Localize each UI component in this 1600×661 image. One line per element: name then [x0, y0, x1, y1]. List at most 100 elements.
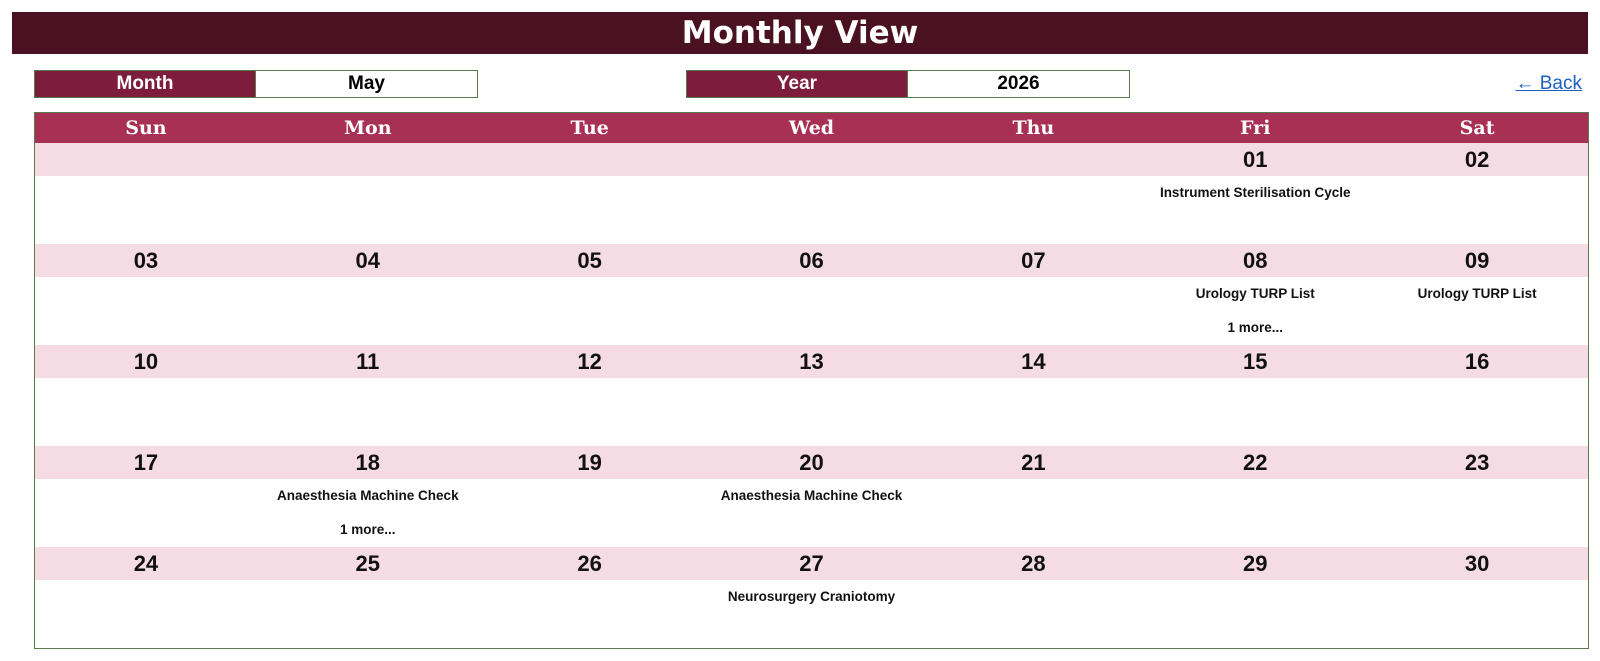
day-number[interactable]: 07: [1021, 248, 1046, 273]
day-events: [1366, 378, 1588, 446]
day-number: [257, 143, 479, 176]
day-events: [257, 580, 479, 648]
day-number[interactable]: 10: [133, 349, 159, 374]
day-number[interactable]: 14: [1021, 349, 1046, 374]
event-item[interactable]: Anaesthesia Machine Check: [720, 488, 903, 503]
weekday-wed: Wed: [788, 117, 835, 139]
event-row: Neurosurgery Craniotomy: [35, 580, 1588, 648]
calendar-grid: Sun Mon Tue Wed Thu Fri Sat 01 02 Instrume…: [34, 112, 1589, 649]
day-number: [35, 143, 257, 176]
day-events: [479, 479, 701, 547]
year-value-field[interactable]: 2026: [908, 70, 1130, 98]
day-events: Anaesthesia Machine Check 1 more...: [257, 479, 479, 547]
date-row: 10 11 12 13 14 15 16: [35, 345, 1588, 378]
day-events: [35, 479, 257, 547]
calendar-week: 10 11 12 13 14 15 16: [35, 345, 1588, 446]
day-number[interactable]: 06: [799, 248, 824, 273]
calendar-week: 24 25 26 27 28 29 30 Neurosurgery Craniotomy: [35, 547, 1588, 648]
day-events: [35, 277, 257, 345]
event-item[interactable]: Instrument Sterilisation Cycle: [1159, 185, 1351, 200]
calendar-week: 03 04 05 06 07 08 09 Urology TURP List 1 more...…: [35, 244, 1588, 345]
day-events: [1144, 479, 1366, 547]
day-number[interactable]: 25: [355, 551, 381, 576]
day-number[interactable]: 24: [133, 551, 159, 576]
back-link[interactable]: ← Back: [1515, 73, 1582, 94]
day-number[interactable]: 19: [577, 450, 602, 475]
day-events: [701, 378, 923, 446]
day-events: Urology TURP List: [1366, 277, 1588, 345]
day-events: [1366, 580, 1588, 648]
month-value-field[interactable]: May: [256, 70, 478, 98]
event-item[interactable]: Anaesthesia Machine Check: [277, 488, 459, 503]
day-number[interactable]: 27: [799, 551, 824, 576]
day-events: Anaesthesia Machine Check: [701, 479, 923, 547]
day-number[interactable]: 11: [356, 349, 380, 374]
day-number[interactable]: 08: [1242, 248, 1268, 273]
event-item[interactable]: Urology TURP List: [1195, 286, 1315, 301]
day-events: [257, 176, 479, 244]
day-events: [479, 277, 701, 345]
calendar-week: 17 18 19 20 21 22 23 Anaesthesia Machine Check 1…: [35, 446, 1588, 547]
day-number[interactable]: 26: [577, 551, 602, 576]
day-number[interactable]: 05: [577, 248, 602, 273]
event-row: [35, 378, 1588, 446]
day-number[interactable]: 21: [1021, 450, 1046, 475]
day-events: [35, 378, 257, 446]
day-number[interactable]: 28: [1021, 551, 1046, 576]
day-number[interactable]: 30: [1464, 551, 1490, 576]
day-number[interactable]: 17: [133, 450, 159, 475]
day-number: [922, 143, 1144, 176]
more-events-link[interactable]: 1 more...: [1227, 320, 1283, 335]
weekday-mon: Mon: [344, 117, 392, 139]
weekday-header: Sun Mon Tue Wed Thu Fri Sat: [35, 113, 1588, 143]
month-selector: Month May: [34, 70, 478, 98]
day-events: [922, 176, 1144, 244]
day-events: Instrument Sterilisation Cycle: [1144, 176, 1366, 244]
date-row: 03 04 05 06 07 08 09: [35, 244, 1588, 277]
day-number[interactable]: 29: [1242, 551, 1268, 576]
day-events: [257, 277, 479, 345]
day-events: [1366, 479, 1588, 547]
day-number[interactable]: 20: [799, 450, 824, 475]
day-events: Neurosurgery Craniotomy: [701, 580, 923, 648]
day-number: [479, 143, 701, 176]
day-number[interactable]: 16: [1464, 349, 1490, 374]
day-number[interactable]: 22: [1242, 450, 1268, 475]
day-events: [1144, 580, 1366, 648]
day-events: [479, 176, 701, 244]
date-row: 17 18 19 20 21 22 23: [35, 446, 1588, 479]
event-row: Urology TURP List 1 more... Urology TURP L…: [35, 277, 1588, 345]
day-events: [701, 176, 923, 244]
day-events: [479, 580, 701, 648]
event-item[interactable]: Urology TURP List: [1417, 286, 1537, 301]
day-number: [701, 143, 923, 176]
day-number[interactable]: 15: [1242, 349, 1268, 374]
day-number[interactable]: 13: [799, 349, 824, 374]
weekday-fri: Fri: [1240, 117, 1271, 139]
weekday-sat: Sat: [1459, 117, 1495, 139]
calendar-weeks: 01 02 Instrument Sterilisation Cycle 03 04 05…: [35, 143, 1588, 648]
day-events: [257, 378, 479, 446]
day-events: [922, 277, 1144, 345]
day-number[interactable]: 01: [1242, 147, 1268, 172]
day-events: [922, 580, 1144, 648]
day-events: [1144, 378, 1366, 446]
day-number[interactable]: 02: [1464, 147, 1490, 172]
event-item[interactable]: Neurosurgery Craniotomy: [727, 589, 896, 604]
weekday-tue: Tue: [570, 117, 609, 139]
day-events: Urology TURP List 1 more...: [1144, 277, 1366, 345]
calendar-week: 01 02 Instrument Sterilisation Cycle: [35, 143, 1588, 244]
day-number[interactable]: 23: [1464, 450, 1490, 475]
more-events-link[interactable]: 1 more...: [340, 522, 396, 537]
day-number[interactable]: 09: [1464, 248, 1490, 273]
day-events: [922, 479, 1144, 547]
day-number[interactable]: 04: [355, 248, 381, 273]
day-events: [701, 277, 923, 345]
event-row: Instrument Sterilisation Cycle: [35, 176, 1588, 244]
day-number[interactable]: 18: [355, 450, 381, 475]
day-events: [35, 580, 257, 648]
page-title: Monthly View: [12, 12, 1588, 54]
day-number[interactable]: 12: [577, 349, 602, 374]
weekday-thu: Thu: [1012, 117, 1055, 139]
day-number[interactable]: 03: [133, 248, 159, 273]
